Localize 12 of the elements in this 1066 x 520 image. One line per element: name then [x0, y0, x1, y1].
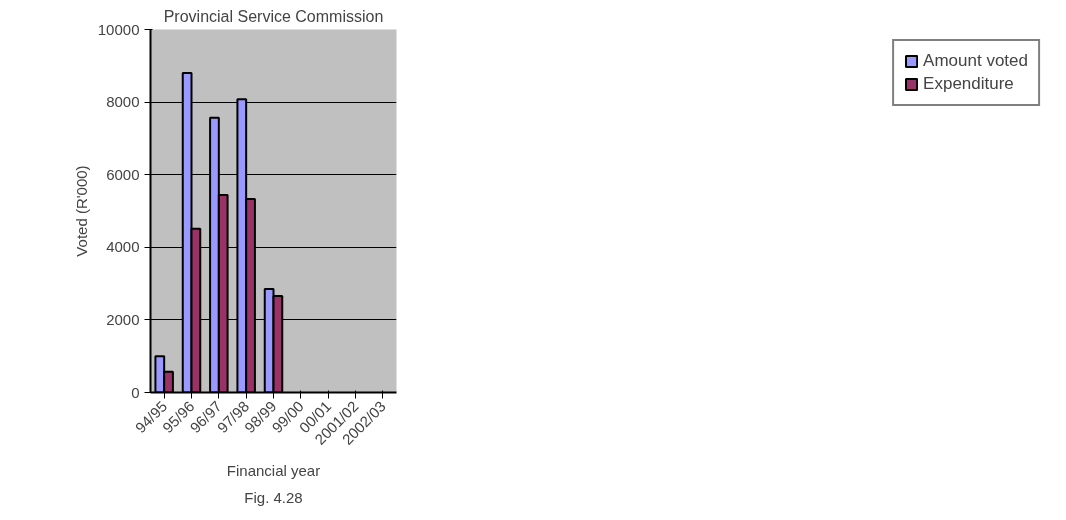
- y-axis-title: Voted (R'000): [72, 165, 90, 257]
- y-tick-label: 2000: [106, 310, 140, 328]
- y-tick-label: 10000: [97, 20, 140, 38]
- x-axis-title: Financial year: [226, 461, 321, 479]
- y-tick-label: 6000: [106, 165, 140, 183]
- y-tick-label: 8000: [106, 93, 140, 111]
- caption: Fig. 4.28: [244, 488, 303, 506]
- legend-label: Expenditure: [923, 74, 1014, 94]
- legend-label: Amount voted: [923, 51, 1028, 71]
- y-tick-label: 0: [131, 383, 140, 401]
- chart-title: Provincial Service Commission: [163, 7, 384, 25]
- y-tick-label: 4000: [106, 238, 140, 256]
